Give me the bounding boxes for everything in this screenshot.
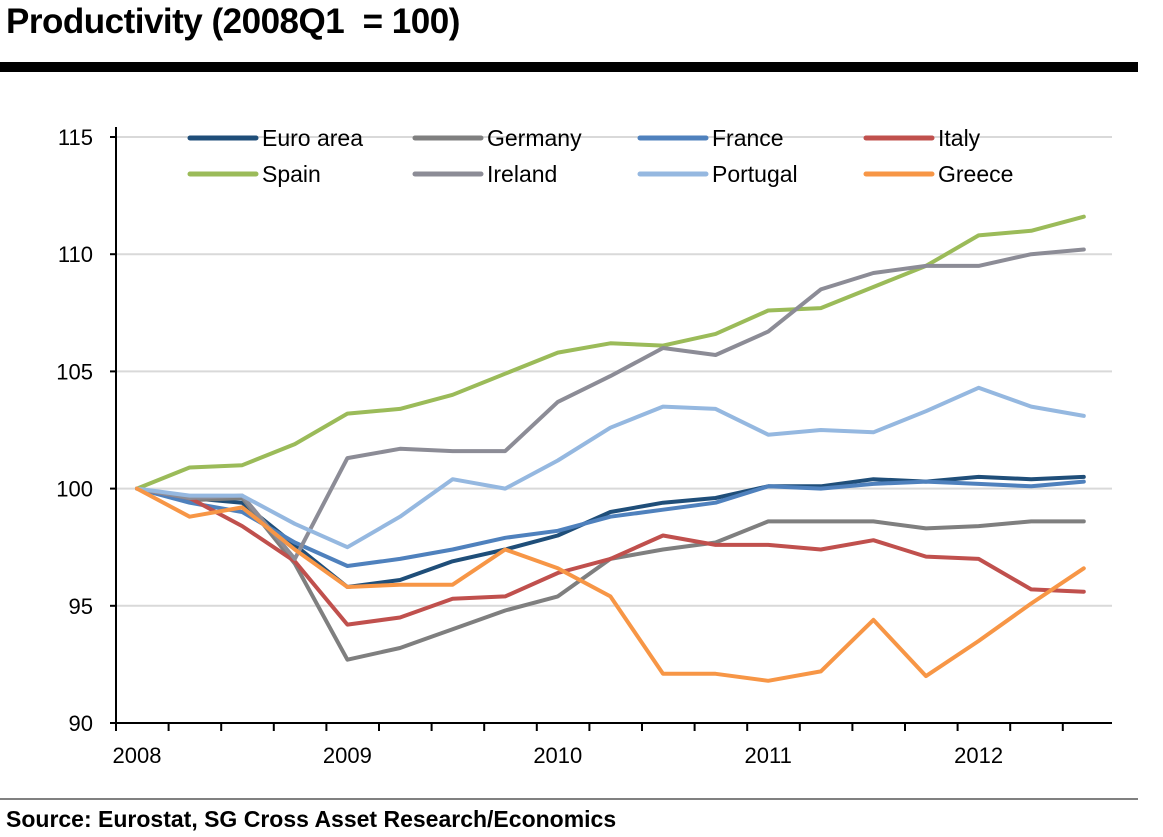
series-line-ireland (135, 247, 1086, 561)
title-divider (0, 62, 1138, 72)
series-line-italy (135, 486, 1086, 627)
x-tick-label: 2008 (113, 743, 162, 768)
series-line-portugal (135, 385, 1086, 550)
legend-label-france: France (712, 125, 784, 151)
series-line-spain (135, 214, 1086, 491)
source-note: Source: Eurostat, SG Cross Asset Researc… (6, 806, 617, 832)
y-tick-label: 95 (69, 594, 93, 619)
legend-label-spain: Spain (262, 161, 321, 187)
legend-label-euro-area: Euro area (262, 125, 363, 151)
source-divider (0, 798, 1138, 800)
productivity-chart: 90 95 100 105 110 115 2008 2009 2010 2011 2012 Eur… (0, 80, 1163, 795)
axes: 90 95 100 105 110 115 2008 2009 2010 2011 2012 (56, 125, 1112, 768)
x-tick-label: 2011 (745, 743, 792, 768)
legend-label-greece: Greece (938, 161, 1013, 187)
series-lines (135, 214, 1086, 683)
y-tick-label: 110 (58, 242, 93, 267)
y-tick-label: 100 (56, 477, 93, 502)
x-tick-label: 2009 (323, 743, 372, 768)
series-line-greece (135, 486, 1086, 683)
y-tick-label: 105 (56, 359, 93, 384)
grid-lines (116, 136, 1112, 607)
x-tick-label: 2012 (954, 743, 1003, 768)
x-tick-label: 2010 (533, 743, 582, 768)
legend-label-germany: Germany (487, 125, 582, 151)
chart-svg: 90 95 100 105 110 115 2008 2009 2010 2011 2012 Eur… (56, 125, 1112, 768)
legend-label-ireland: Ireland (487, 161, 557, 187)
series-line-france (135, 479, 1086, 568)
y-tick-label: 90 (69, 711, 93, 736)
y-tick-label: 115 (58, 125, 93, 150)
legend: Euro area Germany France Italy Spain Ireland P… (187, 125, 1013, 187)
page-title: Productivity (2008Q1 = 100) (6, 2, 460, 41)
legend-label-portugal: Portugal (712, 161, 798, 187)
legend-label-italy: Italy (938, 125, 981, 151)
